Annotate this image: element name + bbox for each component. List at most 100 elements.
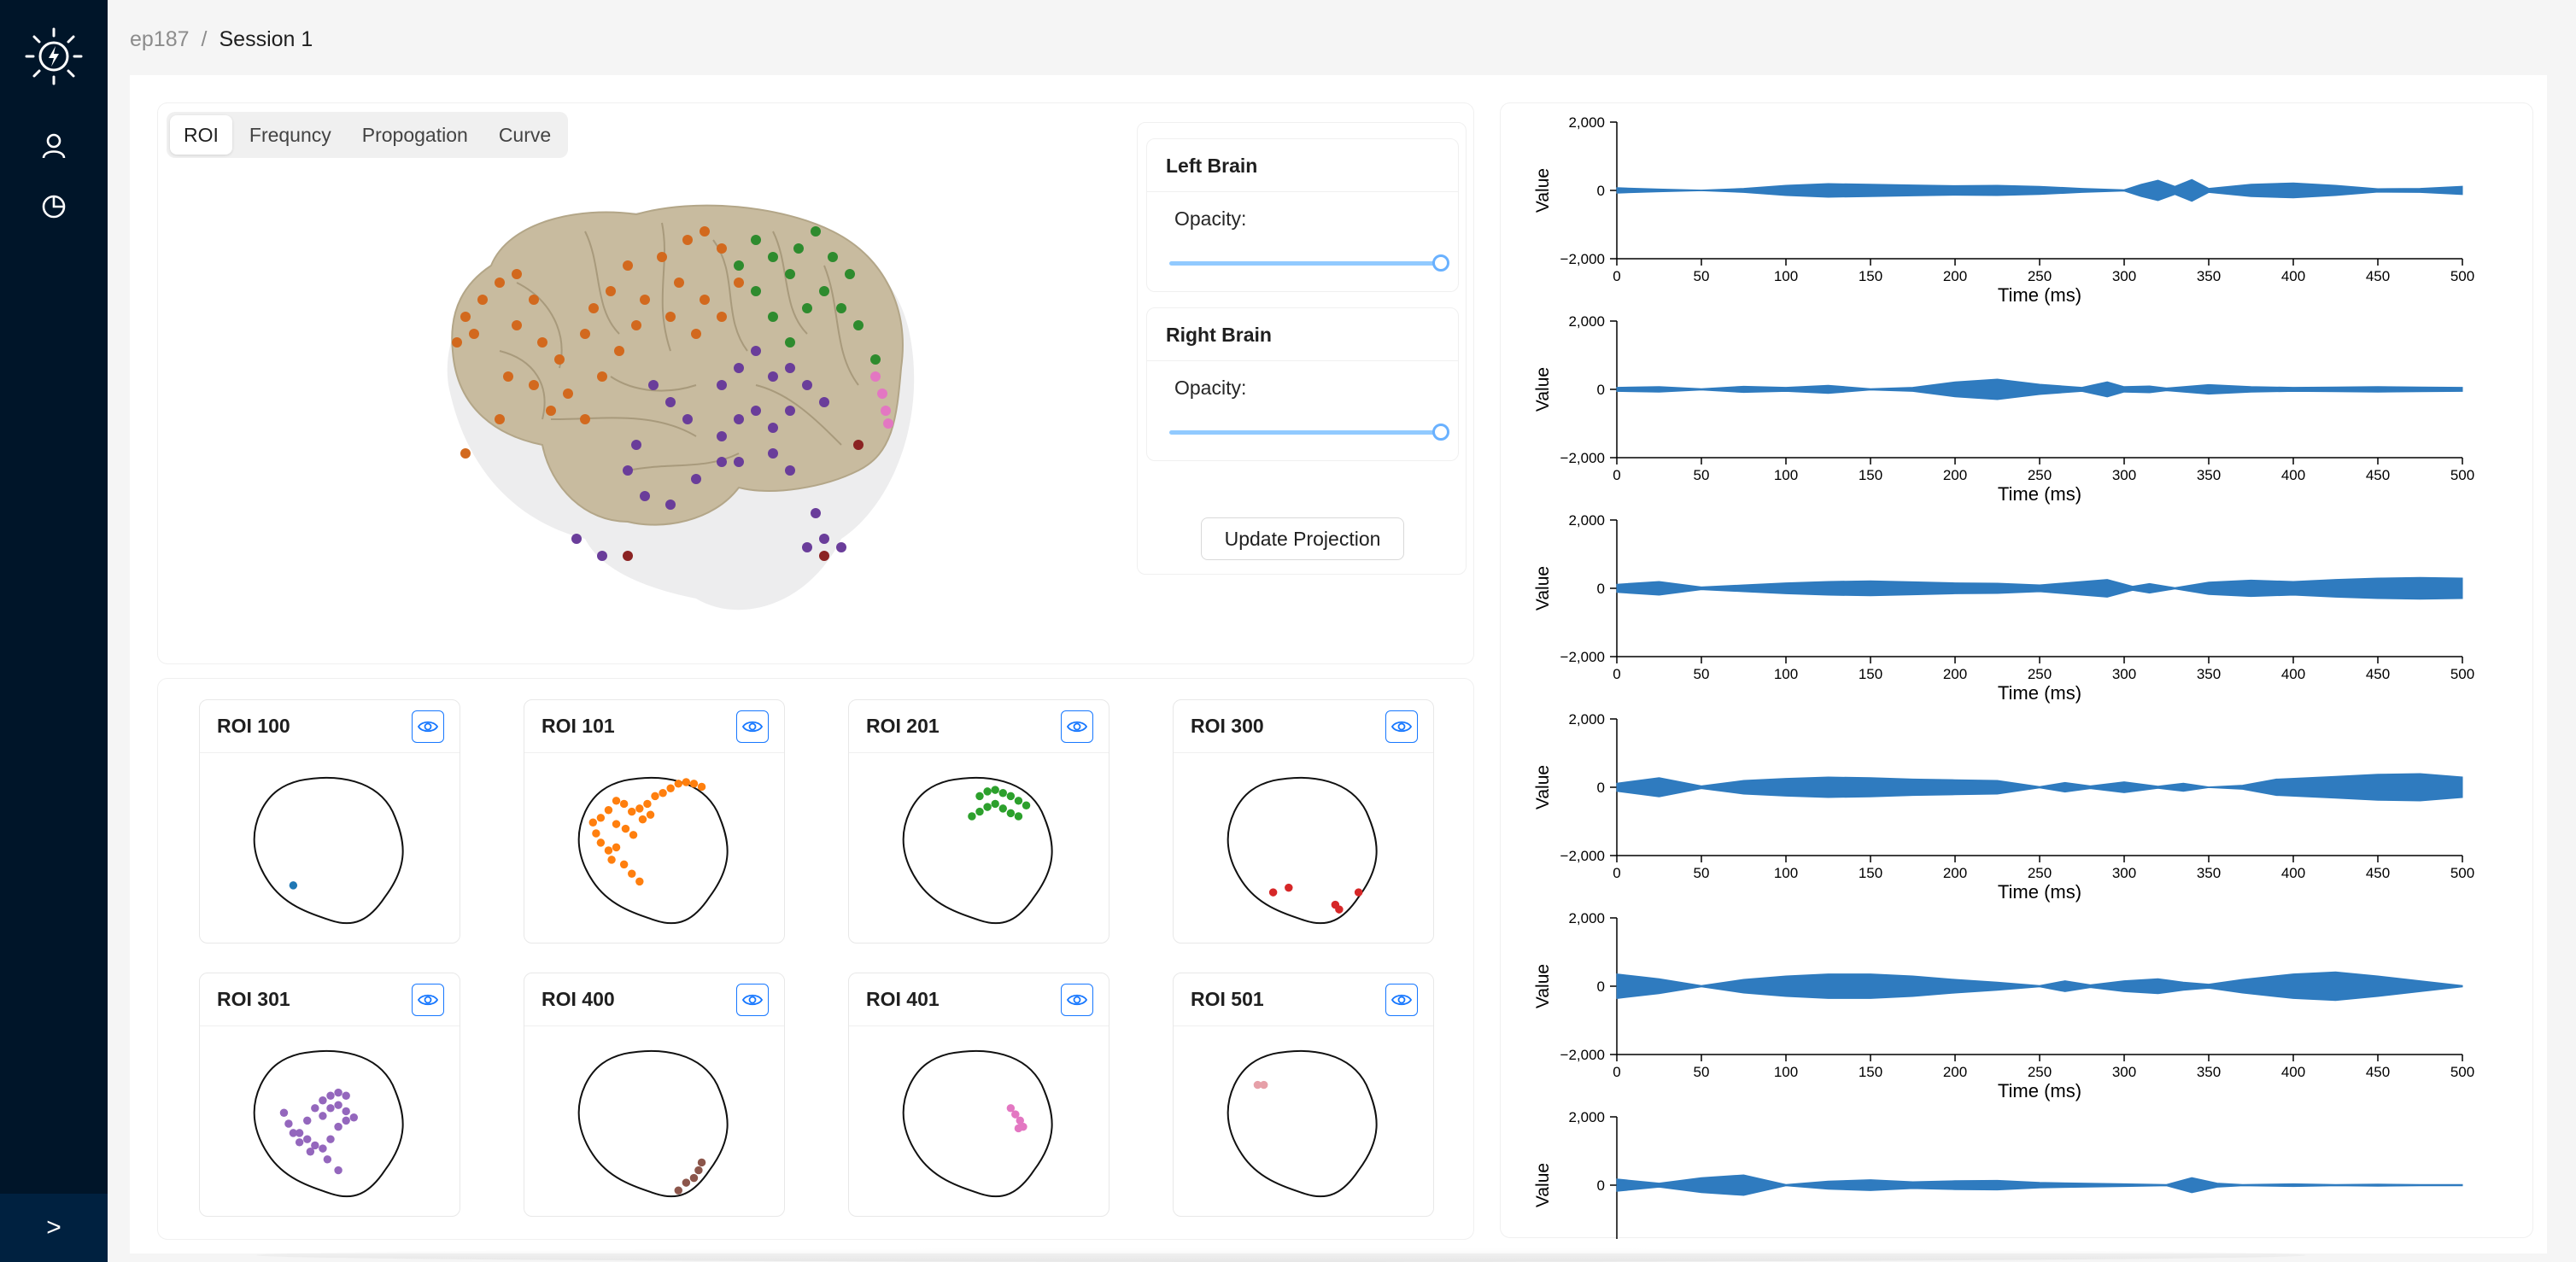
x-tick-label: 400 xyxy=(2281,467,2305,483)
roi-electrode-dot xyxy=(612,843,621,852)
tab-curve[interactable]: Curve xyxy=(498,124,552,146)
x-tick-label: 150 xyxy=(1859,865,1882,881)
x-tick-label: 300 xyxy=(2112,467,2136,483)
brain-3d-view[interactable] xyxy=(414,163,944,641)
x-tick-label: 200 xyxy=(1943,268,1967,284)
roi-electrode-dot xyxy=(697,782,706,792)
roi-header: ROI 300 xyxy=(1174,700,1433,753)
toggle-visibility-button[interactable] xyxy=(412,983,444,1016)
y-tick-label: −2,000 xyxy=(1560,1047,1605,1063)
left-opacity-slider[interactable] xyxy=(1169,254,1449,272)
breadcrumb-parent[interactable]: ep187 xyxy=(130,27,190,51)
x-tick-label: 0 xyxy=(1613,865,1620,881)
y-axis-label: Value xyxy=(1533,566,1553,611)
toggle-visibility-button[interactable] xyxy=(412,710,444,743)
electrode-dot xyxy=(717,243,727,254)
roi-electrode-dot xyxy=(612,797,621,805)
head-projection xyxy=(577,1049,729,1198)
x-tick-label: 350 xyxy=(2197,467,2221,483)
head-projection xyxy=(253,776,404,925)
roi-title: ROI 300 xyxy=(1191,715,1264,737)
electrode-dot xyxy=(640,491,650,501)
roi-electrode-dot xyxy=(342,1116,350,1125)
waveform-area xyxy=(1616,576,2463,600)
waveform-area xyxy=(1616,971,2463,1002)
electrode-dot xyxy=(717,457,727,467)
electrode-dot xyxy=(768,423,778,433)
y-axis-label: Value xyxy=(1533,367,1553,412)
roi-electrode-dot xyxy=(306,1148,315,1156)
roi-electrode-dot xyxy=(682,778,691,786)
slider-handle[interactable] xyxy=(1432,424,1449,441)
toggle-visibility-button[interactable] xyxy=(1385,710,1418,743)
eye-icon xyxy=(742,994,763,1005)
x-tick-label: 350 xyxy=(2197,865,2221,881)
tab-frequency[interactable]: Frequncy xyxy=(249,124,331,146)
roi-electrode-dot xyxy=(1285,883,1293,892)
head-projection xyxy=(577,776,729,925)
waveform-area xyxy=(1616,178,2463,202)
roi-card: ROI 501 xyxy=(1173,973,1434,1217)
electrode-dot xyxy=(870,354,881,365)
electrode-dot xyxy=(623,551,633,561)
roi-electrode-dot xyxy=(303,1116,312,1125)
roi-electrode-dot xyxy=(689,1173,699,1183)
toggle-visibility-button[interactable] xyxy=(1385,983,1418,1016)
pie-chart-icon[interactable] xyxy=(37,190,71,224)
waveform-chart: 2,000 0 −2,000 Value 0 50 100 150 200 250 300 350 40… xyxy=(1533,114,2474,306)
electrode-dot xyxy=(674,278,684,288)
x-tick-label: 450 xyxy=(2366,865,2390,881)
left-opacity-label: Opacity: xyxy=(1174,207,1247,230)
right-opacity-slider[interactable] xyxy=(1169,424,1449,441)
sidebar-collapse-button[interactable]: > xyxy=(0,1194,108,1262)
brain-bolt-icon[interactable] xyxy=(23,26,85,87)
electrode-dot xyxy=(819,534,829,544)
electrode-dot xyxy=(691,474,701,484)
head-projection xyxy=(253,1049,404,1198)
x-axis-label: Time (ms) xyxy=(1998,284,2081,306)
electrode-dot xyxy=(793,243,804,254)
view-tabs: ROI Frequncy Propogation Curve xyxy=(167,112,569,158)
x-tick-label: 400 xyxy=(2281,666,2305,682)
update-projection-button[interactable]: Update Projection xyxy=(1201,517,1404,560)
x-tick-label: 150 xyxy=(1859,1064,1882,1080)
roi-electrode-dot xyxy=(1006,1104,1016,1113)
roi-title: ROI 501 xyxy=(1191,988,1264,1010)
head-projection xyxy=(1227,1049,1378,1198)
roi-electrode-dot xyxy=(628,807,636,816)
roi-card: ROI 101 xyxy=(524,699,785,944)
roi-header: ROI 401 xyxy=(849,973,1109,1026)
tab-propagation[interactable]: Propogation xyxy=(361,124,468,146)
x-tick-label: 350 xyxy=(2197,666,2221,682)
head-outline xyxy=(1227,1049,1378,1198)
roi-electrode-dot xyxy=(674,1186,682,1195)
electrode-dot xyxy=(734,457,744,467)
brain-viewer-card: ROI Frequncy Propogation Curve Left Brai… xyxy=(157,102,1474,664)
toggle-visibility-button[interactable] xyxy=(736,983,769,1016)
y-tick-label: 2,000 xyxy=(1568,910,1605,926)
x-tick-label: 250 xyxy=(2028,268,2052,284)
electrode-dot xyxy=(768,312,778,322)
roi-electrode-dot xyxy=(619,799,629,809)
toggle-visibility-button[interactable] xyxy=(736,710,769,743)
roi-electrode-dot xyxy=(682,1178,691,1187)
x-tick-label: 100 xyxy=(1774,1064,1798,1080)
waveform-panel: 2,000 0 −2,000 Value 0 50 100 150 200 250 300 350 40… xyxy=(1500,102,2533,1239)
slider-handle[interactable] xyxy=(1432,254,1449,272)
electrode-dot xyxy=(512,320,522,330)
x-tick-label: 100 xyxy=(1774,467,1798,483)
brain-sulci xyxy=(499,222,859,471)
x-tick-label: 0 xyxy=(1613,1064,1620,1080)
tab-roi[interactable]: ROI xyxy=(170,115,232,155)
user-icon[interactable] xyxy=(37,129,71,163)
right-brain-title: Right Brain xyxy=(1147,308,1458,361)
roi-electrode-dot xyxy=(612,820,621,828)
electrode-dot xyxy=(785,363,795,373)
eye-icon xyxy=(742,721,763,732)
waveform-chart: 2,000 0 −2,000 Value 0 50 100 150 200 250 300 350 40… xyxy=(1533,512,2474,704)
x-tick-label: 400 xyxy=(2281,865,2305,881)
toggle-visibility-button[interactable] xyxy=(1061,710,1093,743)
toggle-visibility-button[interactable] xyxy=(1061,983,1093,1016)
x-tick-label: 50 xyxy=(1694,666,1710,682)
roi-electrode-dot xyxy=(289,881,298,890)
